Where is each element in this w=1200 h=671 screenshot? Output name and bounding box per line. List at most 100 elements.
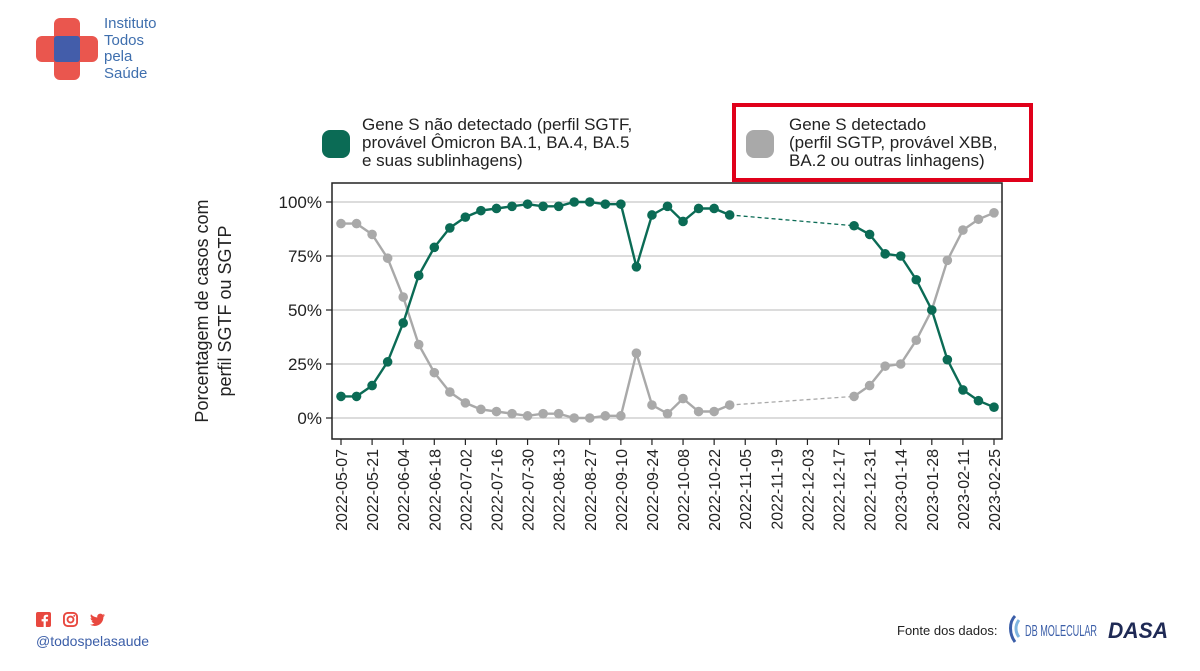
y-tick-label: 100% bbox=[279, 193, 322, 212]
data-point bbox=[429, 367, 440, 378]
data-point bbox=[647, 210, 657, 220]
x-tick-label: 2022-06-18 bbox=[427, 449, 444, 531]
data-point bbox=[724, 400, 735, 410]
data-source-label: Fonte dos dados: bbox=[897, 623, 998, 638]
data-point bbox=[616, 199, 626, 209]
data-point bbox=[413, 270, 424, 281]
legend-line: e suas sublinhagens) bbox=[362, 151, 523, 170]
x-tick-label: 2022-11-19 bbox=[769, 449, 786, 530]
data-point bbox=[460, 212, 471, 222]
data-point bbox=[538, 408, 548, 419]
dasa-logo-text: DASA bbox=[1108, 618, 1168, 643]
dasa-logo: DASA bbox=[1108, 618, 1168, 643]
x-tick-label: 2022-08-13 bbox=[552, 449, 569, 531]
legend-highlight-box bbox=[732, 103, 1033, 182]
social-links: @todospelasaude bbox=[36, 612, 149, 649]
data-point bbox=[989, 208, 999, 218]
brand-logo: Instituto Todos pela Saúde bbox=[36, 15, 236, 88]
data-point bbox=[553, 201, 564, 212]
data-point bbox=[507, 201, 517, 212]
x-tick-label: 2023-01-28 bbox=[925, 449, 942, 531]
data-point bbox=[553, 408, 564, 419]
legend-line: Gene S não detectado (perfil SGTF, bbox=[362, 115, 633, 134]
data-point bbox=[927, 305, 937, 315]
data-point bbox=[616, 411, 626, 421]
data-point bbox=[678, 393, 688, 404]
data-point bbox=[880, 361, 890, 371]
legend-label-sgtf: Gene S não detectado (perfil SGTF, prová… bbox=[362, 116, 632, 170]
series-gap-dashed-line bbox=[729, 214, 855, 227]
data-point bbox=[351, 391, 362, 402]
x-tick-label: 2022-06-04 bbox=[396, 449, 413, 531]
data-point bbox=[631, 348, 642, 359]
data-point bbox=[973, 214, 984, 225]
x-tick-label: 2022-10-22 bbox=[707, 449, 724, 531]
db-logo-text: DB MOLECULAR bbox=[1025, 623, 1097, 640]
legend-label-sgtp: Gene S detectado (perfil SGTP, provável … bbox=[789, 116, 998, 170]
x-tick-label: 2023-01-14 bbox=[894, 449, 911, 531]
legend-line: BA.2 ou outras linhagens) bbox=[789, 151, 985, 170]
data-point bbox=[958, 225, 968, 235]
x-tick-label: 2022-07-30 bbox=[521, 449, 538, 531]
data-point bbox=[476, 404, 486, 415]
legend-line: provável Ômicron BA.1, BA.4, BA.5 bbox=[362, 133, 630, 152]
social-icons bbox=[36, 612, 149, 627]
data-point bbox=[942, 255, 953, 266]
data-point bbox=[942, 354, 953, 365]
data-point bbox=[958, 385, 968, 395]
x-tick-label: 2022-11-05 bbox=[738, 449, 755, 530]
data-point bbox=[584, 413, 595, 423]
data-point bbox=[507, 408, 517, 419]
x-tick-label: 2022-05-21 bbox=[365, 449, 382, 531]
x-tick-label: 2022-05-07 bbox=[334, 449, 351, 531]
data-point bbox=[584, 197, 595, 207]
data-point bbox=[864, 229, 875, 240]
legend-swatch-sgtf bbox=[322, 130, 350, 158]
x-tick-label: 2022-07-02 bbox=[458, 449, 475, 531]
data-point bbox=[693, 203, 704, 214]
data-point bbox=[569, 197, 580, 207]
data-point bbox=[398, 318, 408, 328]
data-point bbox=[693, 406, 704, 417]
brand-name: Instituto Todos pela Saúde bbox=[104, 15, 157, 82]
data-point bbox=[538, 201, 548, 212]
data-point bbox=[647, 400, 657, 410]
y-tick-label: 25% bbox=[288, 355, 322, 374]
series-line bbox=[853, 211, 995, 398]
data-point bbox=[989, 402, 999, 413]
data-point bbox=[522, 199, 533, 209]
data-point bbox=[382, 357, 393, 367]
db-molecular-logo: DB MOLECULAR bbox=[1009, 614, 1097, 643]
data-point bbox=[382, 253, 393, 263]
data-point bbox=[849, 391, 859, 402]
data-point bbox=[367, 380, 377, 391]
y-axis-label: Porcentagem de casos com bbox=[192, 199, 212, 422]
legend-swatch-sgtp bbox=[746, 130, 774, 158]
data-point bbox=[445, 223, 455, 233]
data-point bbox=[724, 210, 735, 220]
data-point bbox=[911, 335, 922, 346]
data-point bbox=[895, 359, 906, 369]
y-tick-label: 50% bbox=[288, 301, 322, 320]
data-point bbox=[864, 380, 875, 391]
data-point bbox=[413, 339, 424, 350]
instagram-icon[interactable] bbox=[63, 612, 78, 627]
x-tick-label: 2023-02-25 bbox=[987, 449, 1004, 531]
data-point bbox=[336, 218, 346, 229]
data-point bbox=[662, 408, 673, 419]
data-point bbox=[445, 387, 455, 397]
data-point bbox=[678, 216, 688, 227]
x-tick-label: 2022-12-17 bbox=[832, 449, 849, 531]
brand-name-line: pela bbox=[104, 48, 133, 65]
twitter-icon[interactable] bbox=[90, 612, 105, 627]
brand-name-line: Saúde bbox=[104, 64, 148, 82]
data-point bbox=[351, 218, 362, 229]
data-point bbox=[491, 406, 502, 417]
social-handle[interactable]: @todospelasaude bbox=[36, 633, 150, 649]
facebook-icon[interactable] bbox=[36, 612, 51, 627]
data-point bbox=[709, 406, 719, 417]
x-tick-label: 2022-12-31 bbox=[863, 449, 880, 531]
x-tick-label: 2022-12-03 bbox=[800, 449, 817, 531]
legend-line: Gene S detectado bbox=[789, 115, 927, 134]
